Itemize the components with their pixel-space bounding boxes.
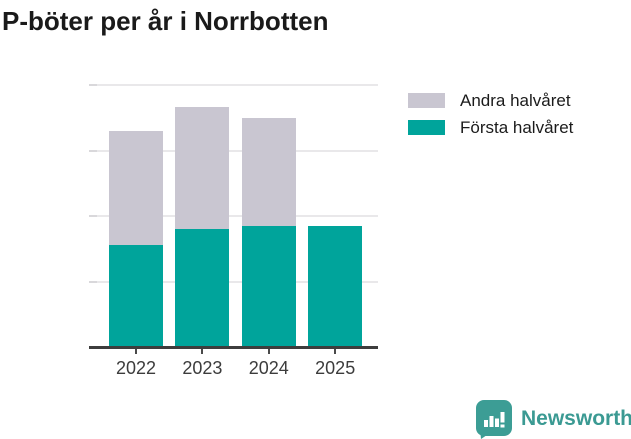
x-axis-label-2024: 2024 [248,358,289,378]
chart-legend: Andra halvåret Första halvåret [408,90,573,144]
legend-label: Andra halvåret [460,90,571,110]
bar-segment-forsta-2023 [175,229,230,347]
legend-swatch [408,120,445,135]
newsworthy-speech-bubble-bar-chart-icon [476,400,512,439]
bar-segment-forsta-2025 [308,226,363,347]
brand-name: Newsworthy [521,407,631,430]
gridline-15000 [95,149,378,152]
x-axis-tick-2025 [334,348,337,354]
gridline-10000 [95,215,378,217]
x-axis-label-2022: 2022 [115,358,157,378]
bar-segment-forsta-2024 [241,225,296,347]
bar-segment-andra-2024 [241,117,296,226]
bar-2025 [308,226,363,347]
gridline-20000 [95,84,378,86]
legend-item-1: Första halvåret [408,117,573,138]
y-axis-tick-5000 [89,280,97,283]
legend-label: Första halvåret [460,117,574,137]
bar-segment-forsta-2022 [109,244,163,347]
x-axis-line [89,346,378,349]
y-axis-tick-15000 [89,149,97,152]
bar-chart-plot-area: 05 00010 00015 00020 0002022202320242025 [89,84,378,378]
x-axis-label-2023: 2023 [182,358,223,378]
legend-item-0: Andra halvåret [408,90,573,111]
gridline-5000 [95,280,378,283]
x-axis-label-2025: 2025 [315,358,356,378]
y-axis-tick-20000 [89,84,97,86]
newsworthy-branding: Newsworthy [474,399,631,439]
y-axis-tick-10000 [89,215,97,217]
x-axis-tick-2022 [135,348,137,354]
x-axis-tick-2024 [267,348,270,354]
legend-swatch [408,93,445,108]
bar-2024 [241,117,296,347]
bar-2023 [175,107,230,347]
chart-title: P-böter per år i Norrbotten [2,6,329,36]
bar-segment-andra-2023 [175,107,230,230]
bar-2022 [109,130,163,347]
x-axis-tick-2023 [201,348,204,354]
bar-segment-andra-2022 [109,130,163,245]
